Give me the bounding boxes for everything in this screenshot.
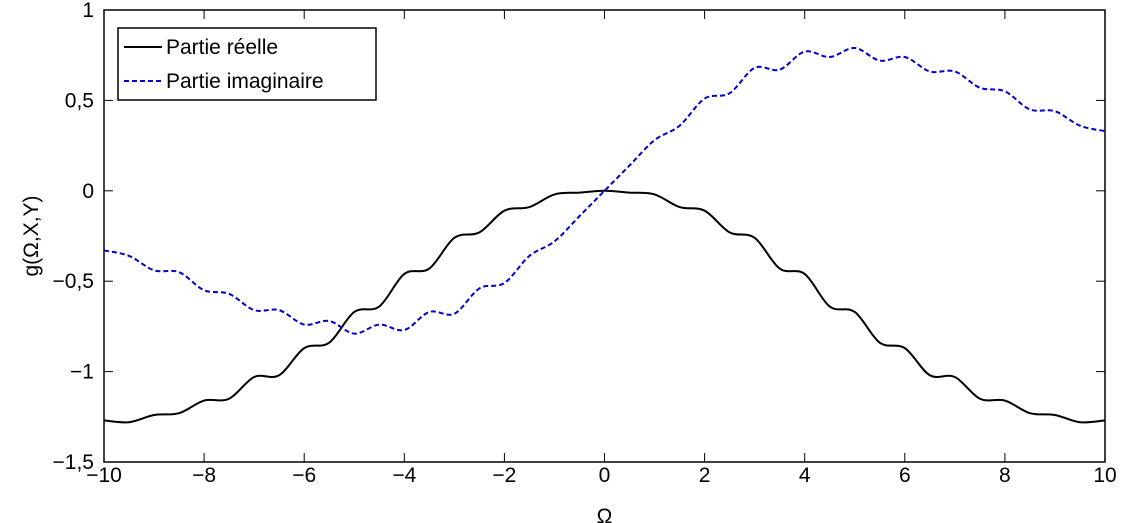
x-tick-label: −4 (392, 464, 416, 487)
tick-labels: −10 −8 −6 −4 −2 0 2 4 6 8 10 −1,5 −1 −0,5 0 0,5 1 (53, 0, 1117, 487)
y-axis-label: g(Ω,X,Y) (20, 195, 43, 276)
x-tick-label: 4 (799, 464, 811, 487)
x-tick-label: 8 (999, 464, 1011, 487)
y-tick-label: −1,5 (53, 451, 94, 474)
x-tick-label: 6 (899, 464, 911, 487)
x-tick-label: 10 (1093, 464, 1116, 487)
x-tick-label: −6 (292, 464, 316, 487)
x-tick-label: 2 (699, 464, 711, 487)
legend-label-partie-imaginaire: Partie imaginaire (166, 70, 324, 93)
x-tick-label: −2 (492, 464, 516, 487)
x-tick-label: −10 (86, 464, 122, 487)
legend-label-partie-reelle: Partie réelle (166, 36, 278, 59)
x-axis-label: Ω (597, 505, 613, 523)
x-tick-label: 0 (599, 464, 611, 487)
legend-box (117, 27, 377, 101)
x-tick-label: −8 (192, 464, 216, 487)
y-tick-label: 0,5 (65, 89, 94, 112)
y-tick-label: −0,5 (53, 270, 94, 293)
y-tick-label: −1 (70, 361, 94, 384)
series-layer (103, 46, 1106, 424)
series-line-partie-reelle (103, 189, 1106, 424)
y-tick-label: 1 (82, 0, 94, 22)
series-line-partie-imaginaire (103, 46, 1106, 335)
plot-frame (103, 9, 1106, 463)
legend: Partie réelle Partie imaginaire (117, 27, 377, 101)
y-tick-label: 0 (82, 180, 94, 203)
